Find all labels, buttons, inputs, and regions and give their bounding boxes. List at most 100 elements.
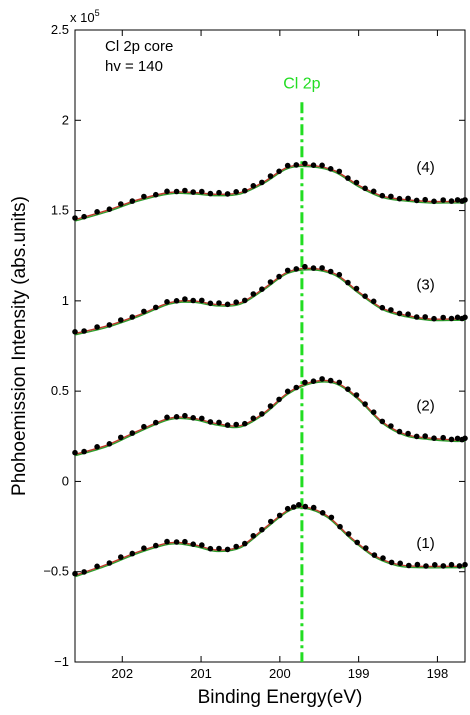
data-point [327,166,334,172]
fit-line-green [74,507,465,578]
data-point [405,195,411,202]
data-point [440,197,447,203]
data-point [432,562,438,568]
data-point [164,538,170,545]
data-point [379,192,386,199]
data-point [242,297,248,304]
series-4: (4) [72,159,468,222]
data-point [182,187,188,194]
data-point [396,195,403,202]
data-point [182,296,188,302]
data-point [454,435,461,442]
data-point [94,209,100,215]
data-point [327,377,334,384]
y-multiplier: x 105 [70,8,100,25]
data-point [173,298,180,304]
data-point [233,543,239,550]
data-point [242,540,248,547]
data-point [328,514,335,521]
data-point [454,314,461,321]
data-point [413,314,420,320]
data-point [448,561,455,568]
data-point [310,265,317,271]
marker-layer: Cl 2p [283,76,321,662]
data-point [118,434,124,441]
data-point [164,299,170,305]
data-point [216,419,222,426]
data-point [199,542,205,548]
data-point [462,561,468,568]
plot-area [74,29,466,663]
data-point [153,304,159,311]
data-point [81,569,87,575]
data-point [353,179,360,186]
data-point [456,563,463,569]
series-2: (2) [72,376,468,457]
data-point [242,187,248,194]
data-point [284,505,291,512]
data-point [129,314,136,320]
data-point [207,419,214,425]
data-point [267,279,274,285]
data-point [336,168,343,175]
data-point [173,414,180,420]
data-point [327,268,334,275]
data-point [370,409,377,416]
data-point [267,173,274,179]
data-point [337,523,343,530]
data-point [72,570,78,577]
series-label: (3) [416,277,434,294]
data-point [388,307,394,313]
data-point [72,449,78,456]
x-axis-title: Binding Energy(eV) [198,687,363,708]
data-point [276,168,282,175]
data-point [118,201,124,207]
data-point [216,300,222,306]
data-point [454,197,461,203]
data-point [370,188,377,195]
data-point [423,563,429,569]
data-point [462,314,468,321]
series-1: (1) [72,502,468,578]
y-tick-label: 1.5 [51,203,69,218]
data-point [293,162,300,168]
data-point [448,436,455,443]
data-point [284,267,291,274]
data-point [81,328,87,334]
data-point [106,206,113,212]
y-tick-label: 0.5 [51,383,69,398]
data-point [81,448,87,455]
data-point [250,291,257,297]
data-point [406,562,412,569]
x-tick-label: 201 [190,666,212,681]
x-tick-label: 200 [269,666,291,681]
data-point [190,415,196,421]
data-point [302,379,308,386]
data-point [396,428,403,435]
x-tick-label: 199 [348,666,370,681]
y-tick-label: 0 [62,473,69,488]
data-point [319,265,325,271]
data-point [233,421,239,428]
data-point [336,379,343,386]
data-point [362,185,368,192]
data-point [250,533,257,539]
data-point [354,539,361,546]
data-point [462,197,468,203]
data-point [207,190,214,197]
data-point [233,299,239,306]
data-point [276,273,282,280]
data-point [379,418,386,425]
data-point [422,314,429,320]
data-point [422,433,429,439]
data-point [440,314,447,321]
data-point [190,297,196,304]
data-point [310,504,317,511]
data-point [81,213,87,220]
data-point [448,315,455,322]
data-point [413,433,420,440]
y-multiplier-exp: 5 [95,8,100,18]
data-point [380,555,386,561]
data-point [164,414,170,421]
